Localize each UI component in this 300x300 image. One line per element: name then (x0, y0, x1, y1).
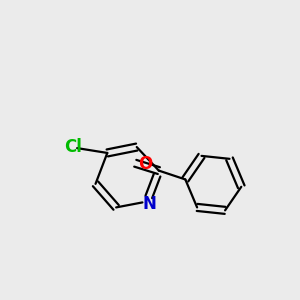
Text: O: O (138, 155, 152, 173)
Text: N: N (142, 196, 156, 214)
Text: Cl: Cl (64, 138, 82, 156)
